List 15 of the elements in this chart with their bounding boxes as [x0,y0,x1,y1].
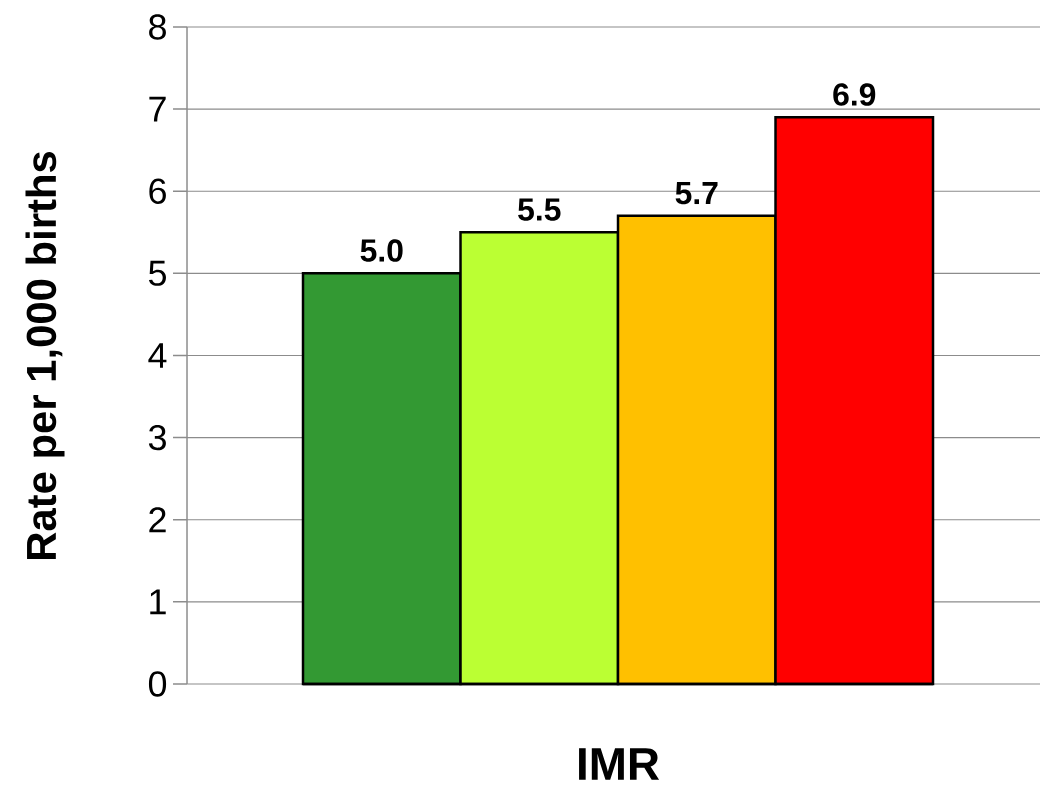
y-tick-label: 3 [148,424,166,451]
y-axis-title: Rate per 1,000 births [25,151,65,560]
y-tick-label: 6 [149,178,166,204]
data-label: 6.9 [833,83,876,106]
y-tick-label: 8 [149,14,166,40]
y-tick-label: 7 [149,96,166,122]
y-tick-label: 4 [148,343,167,368]
data-label: 5.5 [518,198,561,221]
x-axis-title: IMR [579,748,660,780]
y-tick-label: 1 [150,589,166,615]
y-tick-label: 2 [149,507,166,533]
data-label: 5.7 [675,182,718,205]
y-tick-label: 0 [148,671,167,697]
data-label: 5.0 [360,239,403,262]
y-tick-label: 5 [148,260,166,286]
